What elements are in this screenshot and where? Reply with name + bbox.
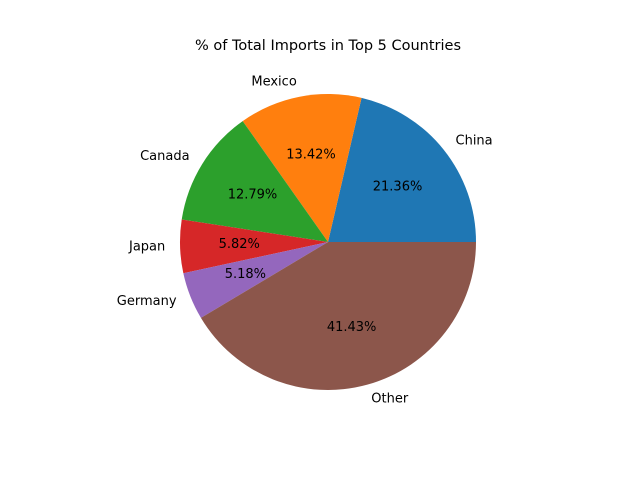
pie-slice-canada (181, 121, 328, 242)
chart-title: % of Total Imports in Top 5 Countries (195, 38, 461, 54)
pie-label-mexico: Mexico (251, 75, 296, 90)
pie-label-china: China (456, 133, 493, 148)
pie-value-label-germany: 5.18% (225, 267, 266, 282)
pie-label-germany: Germany (117, 294, 177, 309)
pie-value-label-other: 41.43% (327, 320, 377, 335)
pie-value-label-canada: 12.79% (228, 188, 278, 203)
pie-labels: China 21.36% Mexico 13.42% Canada 12.79% Japan… (117, 75, 493, 407)
pie-slice-other (200, 242, 477, 390)
pie-label-other: Other (371, 391, 409, 406)
pie-slice-germany (183, 242, 328, 318)
pie-value-label-mexico: 13.42% (286, 147, 336, 162)
pie-label-canada: Canada (140, 149, 189, 164)
pie-slice-china (328, 97, 476, 242)
pie-slices (180, 94, 477, 390)
pie-value-label-japan: 5.82% (219, 237, 260, 252)
pie-label-japan: Japan (128, 239, 165, 254)
pie-slice-japan (180, 219, 328, 274)
pie-value-label-china: 21.36% (373, 179, 423, 194)
pie-slice-mexico (242, 94, 362, 243)
